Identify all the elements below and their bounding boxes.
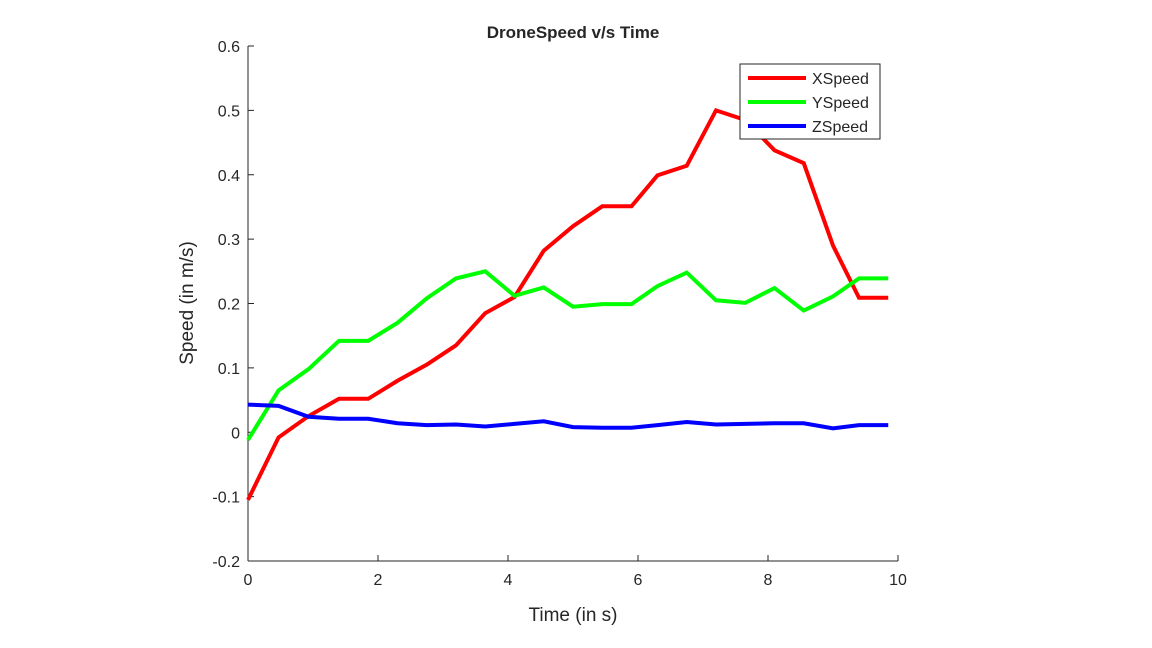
chart-title: DroneSpeed v/s Time bbox=[487, 23, 660, 42]
legend-label: YSpeed bbox=[812, 95, 869, 112]
legend: XSpeed YSpeed ZSpeed bbox=[739, 63, 881, 140]
series-line-xspeed bbox=[246, 107, 889, 501]
y-tick-label: 0.1 bbox=[218, 361, 240, 378]
y-tick-label: 0.3 bbox=[218, 232, 240, 249]
y-tick-label: 0.4 bbox=[218, 168, 240, 185]
series-line-zspeed bbox=[247, 402, 889, 431]
y-tick-label: 0.6 bbox=[218, 39, 240, 56]
axes: 0 2 4 6 8 10 -0.2 -0.1 0 0.1 0.2 0.3 0.4 0.5 0.6 bbox=[212, 39, 907, 589]
y-tick-label: -0.1 bbox=[212, 490, 240, 507]
legend-label: ZSpeed bbox=[812, 119, 868, 136]
y-tick-label: 0 bbox=[231, 425, 240, 442]
series-lines bbox=[246, 107, 889, 501]
legend-label: XSpeed bbox=[812, 71, 869, 88]
x-tick-label: 6 bbox=[634, 572, 643, 589]
x-tick-label: 0 bbox=[244, 572, 253, 589]
series-line-yspeed bbox=[246, 269, 889, 442]
y-axis-label: Speed (in m/s) bbox=[177, 241, 198, 365]
y-tick-label: 0.2 bbox=[218, 297, 240, 314]
x-tick-label: 10 bbox=[889, 572, 907, 589]
x-tick-label: 2 bbox=[374, 572, 383, 589]
y-tick-label: 0.5 bbox=[218, 103, 240, 120]
x-tick-label: 8 bbox=[764, 572, 773, 589]
x-tick-label: 4 bbox=[504, 572, 513, 589]
x-axis-label: Time (in s) bbox=[528, 605, 617, 626]
y-tick-label: -0.2 bbox=[212, 554, 240, 571]
